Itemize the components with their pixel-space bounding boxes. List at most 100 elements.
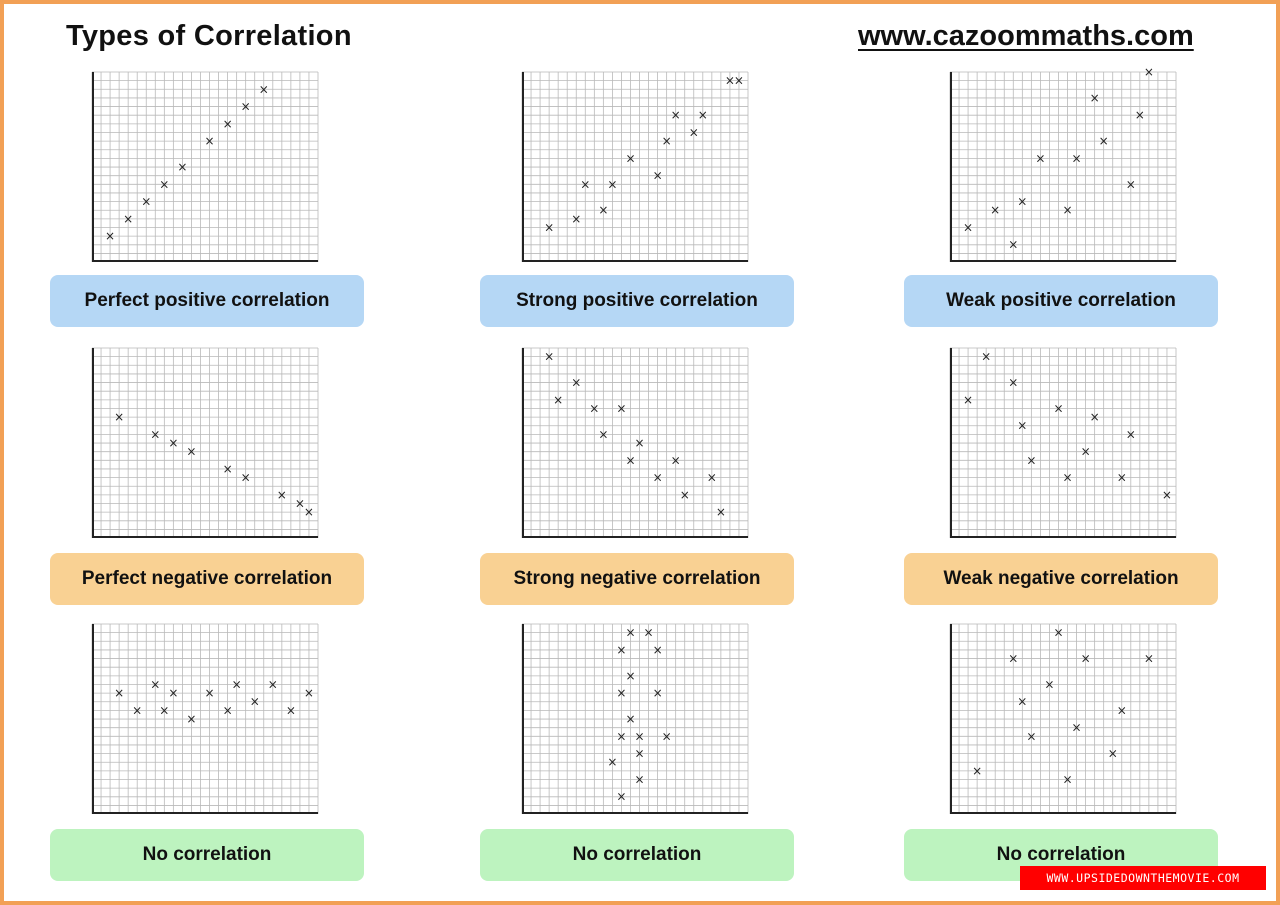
data-point: × <box>625 712 635 726</box>
data-point: × <box>1144 65 1154 79</box>
data-point: × <box>1108 747 1118 761</box>
data-point: × <box>616 401 626 415</box>
scatter-plot-4: ××××××××× <box>91 347 319 538</box>
data-point: × <box>981 350 991 364</box>
plot-grid <box>949 71 1177 262</box>
data-point: × <box>1117 471 1127 485</box>
data-point: × <box>625 453 635 467</box>
data-point: × <box>716 505 726 519</box>
correlation-label: Strong negative correlation <box>480 553 794 605</box>
data-point: × <box>990 203 1000 217</box>
data-point: × <box>653 471 663 485</box>
page-title: Types of Correlation <box>66 20 352 52</box>
watermark: WWW.UPSIDEDOWNTHEMOVIE.COM <box>1020 866 1266 890</box>
correlation-label: Weak negative correlation <box>904 553 1218 605</box>
scatter-plot-2: ×××× ××××××××× <box>521 71 749 262</box>
data-point: × <box>1053 626 1063 640</box>
correlation-label: Perfect negative correlation <box>50 553 364 605</box>
scatter-plot-1: × × × × × × × × × <box>91 71 319 262</box>
data-point: × <box>653 643 663 657</box>
plot-grid <box>521 347 749 538</box>
data-point: × <box>662 729 672 743</box>
data-point: × <box>105 229 115 243</box>
data-point: × <box>150 677 160 691</box>
data-point: × <box>1135 108 1145 122</box>
data-point: × <box>544 350 554 364</box>
data-point: × <box>634 772 644 786</box>
data-point: × <box>1044 677 1054 691</box>
data-point: × <box>634 729 644 743</box>
data-point: × <box>1062 772 1072 786</box>
data-point: × <box>277 488 287 502</box>
data-point: × <box>123 212 133 226</box>
data-point: × <box>1081 652 1091 666</box>
data-point: × <box>1090 91 1100 105</box>
data-point: × <box>150 427 160 441</box>
data-point: × <box>223 117 233 131</box>
data-point: × <box>114 410 124 424</box>
data-point: × <box>553 393 563 407</box>
data-point: × <box>159 177 169 191</box>
data-point: × <box>304 686 314 700</box>
data-point: × <box>589 401 599 415</box>
data-point: × <box>1035 151 1045 165</box>
data-point: × <box>114 686 124 700</box>
data-point: × <box>141 195 151 209</box>
data-point: × <box>186 712 196 726</box>
scatter-plot-3: × × × × × × × × × × × × <box>949 65 1177 262</box>
data-point: × <box>1053 401 1063 415</box>
data-point: × <box>580 177 590 191</box>
data-point: × <box>1099 134 1109 148</box>
plot-grid <box>91 347 319 538</box>
data-point: × <box>132 703 142 717</box>
data-point: × <box>734 74 744 88</box>
data-point: × <box>1126 177 1136 191</box>
plot-grid <box>91 623 319 814</box>
data-point: × <box>232 677 242 691</box>
data-point: × <box>607 177 617 191</box>
data-point: × <box>725 74 735 88</box>
correlation-label: No correlation <box>480 829 794 881</box>
data-point: × <box>1081 445 1091 459</box>
data-point: × <box>680 488 690 502</box>
data-point: × <box>241 471 251 485</box>
data-point: × <box>186 445 196 459</box>
scatter-plot-5: × × × × × × × × × × × × × <box>521 347 749 538</box>
site-link[interactable]: www.cazoommaths.com <box>858 20 1194 52</box>
data-point: × <box>286 703 296 717</box>
data-point: × <box>644 626 654 640</box>
scatter-plot-6: × × × × × × × × × × × × <box>949 347 1177 538</box>
data-point: × <box>963 220 973 234</box>
data-point: × <box>653 169 663 183</box>
data-point: × <box>168 686 178 700</box>
data-point: × <box>625 626 635 640</box>
plot-grid <box>521 623 749 814</box>
plot-grid <box>521 71 749 262</box>
data-point: × <box>1017 695 1027 709</box>
data-point: × <box>1026 453 1036 467</box>
data-point: × <box>223 462 233 476</box>
data-point: × <box>259 82 269 96</box>
data-point: × <box>168 436 178 450</box>
data-point: × <box>698 108 708 122</box>
scatter-plot-7: × × × × × × × × × × × × × <box>91 623 319 814</box>
data-point: × <box>1072 721 1082 735</box>
data-point: × <box>1062 471 1072 485</box>
data-point: × <box>616 729 626 743</box>
data-point: × <box>662 134 672 148</box>
data-point: × <box>1162 488 1172 502</box>
data-point: × <box>204 134 214 148</box>
data-point: × <box>544 220 554 234</box>
data-point: × <box>1117 703 1127 717</box>
data-point: × <box>241 100 251 114</box>
correlation-label: Perfect positive correlation <box>50 275 364 327</box>
data-point: × <box>1062 203 1072 217</box>
data-point: × <box>1017 419 1027 433</box>
data-point: × <box>571 212 581 226</box>
data-point: × <box>1017 195 1027 209</box>
correlation-label: No correlation <box>50 829 364 881</box>
data-point: × <box>634 747 644 761</box>
data-point: × <box>616 790 626 804</box>
data-point: × <box>250 695 260 709</box>
data-point: × <box>177 160 187 174</box>
